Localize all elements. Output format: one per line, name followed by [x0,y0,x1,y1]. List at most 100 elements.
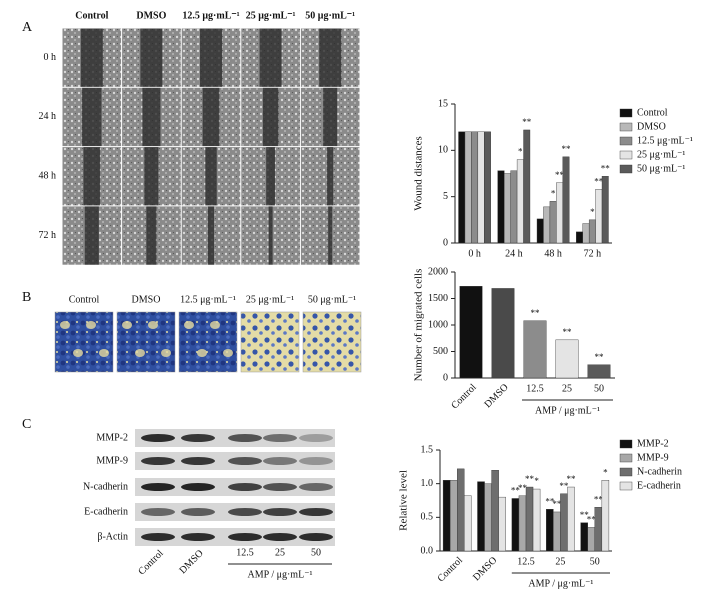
bar [587,364,611,379]
legend-label: N-cadherin [637,466,682,477]
panel-label: C [22,417,31,432]
panel-label: A [22,20,33,35]
column-label: Control [69,294,100,305]
x-tick-label: 50 [590,556,600,567]
bar [504,173,511,244]
clearing [223,349,233,357]
panel-label: B [22,290,31,305]
y-tick-label: 0 [443,372,448,383]
bar [511,498,520,552]
clearing [197,349,207,357]
scratch-gap [83,147,101,206]
blot-band [299,434,333,442]
bar [543,206,551,244]
lane-label: 25 [275,547,285,558]
significance-label: ** [595,352,605,362]
bar [459,286,483,379]
y-axis-title: Relative level [398,470,410,531]
blot-band [299,533,333,541]
bar [477,131,485,244]
y-tick-label: 0 [443,237,448,248]
bar [518,495,527,552]
blot-band [141,483,175,491]
bar [546,509,554,552]
bar [576,231,583,244]
y-tick-label: 15 [438,98,448,109]
legend-label: Control [637,107,668,118]
column-label: 50 μg·mL⁻¹ [308,294,356,305]
significance-label: ** [531,308,541,318]
clearing [210,321,220,329]
protein-label: MMP-9 [96,455,128,466]
scratch-gap [202,87,220,147]
legend-label: MMP-2 [637,438,669,449]
legend-swatch [619,136,633,146]
significance-label: ** [511,486,521,496]
blot-band [263,457,297,465]
lane-label: Control [136,548,166,578]
bar [532,488,541,552]
scratch-gap [319,28,342,87]
bar [580,522,588,552]
scratch-gap [82,87,102,147]
significance-label: ** [518,483,528,493]
bar [442,480,451,552]
x-tick-label: 25 [555,556,565,567]
bar [464,495,472,552]
protein-label: N-cadherin [83,481,128,492]
bar [457,468,465,552]
bar [516,159,524,244]
bar [588,219,596,244]
lane-label: 12.5 [236,547,254,558]
bar [525,486,534,552]
x-tick-label: 72 h [584,248,602,259]
clearing [122,321,132,329]
group-label: AMP / μg·mL⁻¹ [535,405,600,416]
y-axis-title: Wound distances [413,136,425,211]
y-tick-label: 1000 [428,319,448,330]
legend-label: 12.5 μg·mL⁻¹ [637,135,693,146]
column-label: 25 μg·mL⁻¹ [246,294,294,305]
significance-label: * [603,467,608,477]
significance-label: ** [552,499,562,509]
legend-label: DMSO [637,121,666,132]
bar [471,131,479,244]
significance-label: ** [563,327,573,337]
significance-label: ** [587,514,597,524]
clearing [60,321,70,329]
x-tick-label: 0 h [468,248,481,259]
group-label: AMP / μg·mL⁻¹ [528,578,593,589]
scratch-gap [205,147,217,206]
column-label: 25 μg·mL⁻¹ [246,10,296,21]
x-tick-label: Control [449,382,479,412]
blot-band [228,533,262,541]
significance-label: ** [594,176,604,186]
blot-band [228,483,262,491]
significance-label: ** [522,117,532,127]
column-label: DMSO [136,10,166,21]
scratch-gap [140,28,163,87]
column-label: 12.5 μg·mL⁻¹ [182,10,239,21]
scratch-gap [146,206,157,265]
blot-band [141,457,175,465]
x-tick-label: 24 h [505,248,523,259]
significance-label: ** [525,474,535,484]
bar [601,480,610,552]
stain-image [116,311,176,373]
x-tick-label: 12.5 [517,556,535,567]
bar [601,176,609,244]
bar [491,288,515,379]
significance-label: ** [566,474,576,484]
significance-label: * [551,188,556,198]
stain-image [54,311,114,373]
bar [549,201,557,244]
row-label: 0 h [44,52,57,63]
bar [560,493,568,552]
bar [536,218,544,244]
bar [510,170,518,244]
significance-label: * [590,207,595,217]
scratch-gap [266,147,275,206]
bar [484,483,492,552]
protein-label: MMP-2 [96,432,128,443]
y-axis-title: Number of migrated cells [413,269,425,382]
